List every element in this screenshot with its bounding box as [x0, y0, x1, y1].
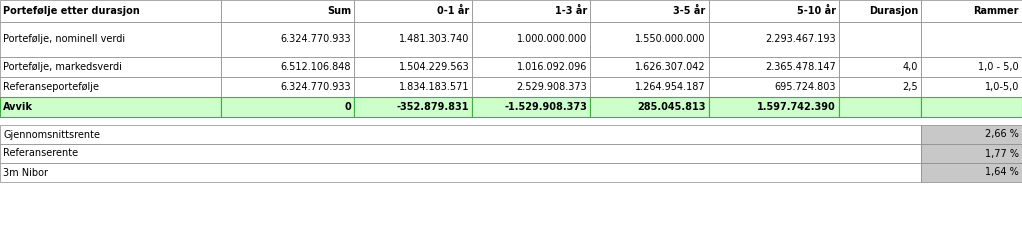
Bar — [591, 57, 708, 77]
Text: Gjennomsnittsrente: Gjennomsnittsrente — [3, 130, 100, 140]
Bar — [921, 77, 1022, 97]
Text: 2,66 %: 2,66 % — [985, 130, 1019, 140]
Bar — [921, 0, 1022, 22]
Text: 3-5 år: 3-5 år — [673, 6, 705, 16]
Bar — [591, 0, 708, 22]
Text: 1,0-5,0: 1,0-5,0 — [984, 82, 1019, 92]
Text: 6.324.770.933: 6.324.770.933 — [280, 34, 351, 45]
Bar — [921, 57, 1022, 77]
Bar — [708, 57, 839, 77]
Bar — [472, 77, 591, 97]
Bar — [0, 97, 221, 117]
Bar — [839, 97, 921, 117]
Text: Portefølje, nominell verdi: Portefølje, nominell verdi — [3, 34, 125, 45]
Text: 2.529.908.373: 2.529.908.373 — [517, 82, 588, 92]
Text: 2,5: 2,5 — [902, 82, 919, 92]
Text: 1.597.742.390: 1.597.742.390 — [757, 102, 836, 112]
Bar — [0, 0, 221, 22]
Bar — [221, 22, 354, 57]
Bar — [354, 22, 472, 57]
Text: 5-10 år: 5-10 år — [797, 6, 836, 16]
Bar — [472, 22, 591, 57]
Text: Portefølje etter durasjon: Portefølje etter durasjon — [3, 6, 140, 16]
Bar — [0, 125, 921, 144]
Bar — [0, 22, 221, 57]
Bar — [839, 22, 921, 57]
Bar — [0, 144, 921, 163]
Text: 1.000.000.000: 1.000.000.000 — [517, 34, 588, 45]
Text: 1.016.092.096: 1.016.092.096 — [517, 62, 588, 72]
Bar — [354, 57, 472, 77]
Text: Durasjon: Durasjon — [869, 6, 919, 16]
Text: Rammer: Rammer — [974, 6, 1019, 16]
Bar — [921, 144, 1022, 163]
Bar — [472, 0, 591, 22]
Bar — [708, 0, 839, 22]
Text: 1,0 - 5,0: 1,0 - 5,0 — [978, 62, 1019, 72]
Text: 2.293.467.193: 2.293.467.193 — [765, 34, 836, 45]
Bar — [591, 22, 708, 57]
Text: 0-1 år: 0-1 år — [437, 6, 469, 16]
Text: Portefølje, markedsverdi: Portefølje, markedsverdi — [3, 62, 122, 72]
Text: Referanseportefølje: Referanseportefølje — [3, 82, 99, 92]
Bar — [921, 125, 1022, 144]
Text: 4,0: 4,0 — [903, 62, 919, 72]
Text: Sum: Sum — [327, 6, 351, 16]
Text: Referanserente: Referanserente — [3, 148, 78, 158]
Text: -352.879.831: -352.879.831 — [397, 102, 469, 112]
Text: 1.834.183.571: 1.834.183.571 — [399, 82, 469, 92]
Bar — [708, 22, 839, 57]
Bar — [472, 97, 591, 117]
Text: 1.626.307.042: 1.626.307.042 — [635, 62, 705, 72]
Bar — [221, 57, 354, 77]
Text: 695.724.803: 695.724.803 — [775, 82, 836, 92]
Text: 1.504.229.563: 1.504.229.563 — [399, 62, 469, 72]
Bar — [221, 97, 354, 117]
Bar — [839, 57, 921, 77]
Bar — [0, 163, 921, 182]
Text: 3m Nibor: 3m Nibor — [3, 167, 48, 178]
Bar — [839, 77, 921, 97]
Bar — [354, 0, 472, 22]
Text: -1.529.908.373: -1.529.908.373 — [505, 102, 588, 112]
Bar — [354, 77, 472, 97]
Text: 1.550.000.000: 1.550.000.000 — [635, 34, 705, 45]
Text: 1.264.954.187: 1.264.954.187 — [635, 82, 705, 92]
Text: 1,77 %: 1,77 % — [985, 148, 1019, 158]
Bar — [708, 97, 839, 117]
Bar — [921, 163, 1022, 182]
Bar — [221, 0, 354, 22]
Text: 285.045.813: 285.045.813 — [637, 102, 705, 112]
Bar — [221, 77, 354, 97]
Bar — [921, 22, 1022, 57]
Bar — [0, 77, 221, 97]
Bar — [354, 97, 472, 117]
Text: 1.481.303.740: 1.481.303.740 — [399, 34, 469, 45]
Bar — [708, 77, 839, 97]
Bar — [921, 97, 1022, 117]
Text: 0: 0 — [344, 102, 351, 112]
Text: 1-3 år: 1-3 år — [555, 6, 588, 16]
Text: 1,64 %: 1,64 % — [985, 167, 1019, 178]
Text: Avvik: Avvik — [3, 102, 33, 112]
Bar — [591, 77, 708, 97]
Bar — [0, 57, 221, 77]
Text: 2.365.478.147: 2.365.478.147 — [765, 62, 836, 72]
Bar — [472, 57, 591, 77]
Text: 6.512.106.848: 6.512.106.848 — [281, 62, 351, 72]
Text: 6.324.770.933: 6.324.770.933 — [280, 82, 351, 92]
Bar — [839, 0, 921, 22]
Bar — [591, 97, 708, 117]
